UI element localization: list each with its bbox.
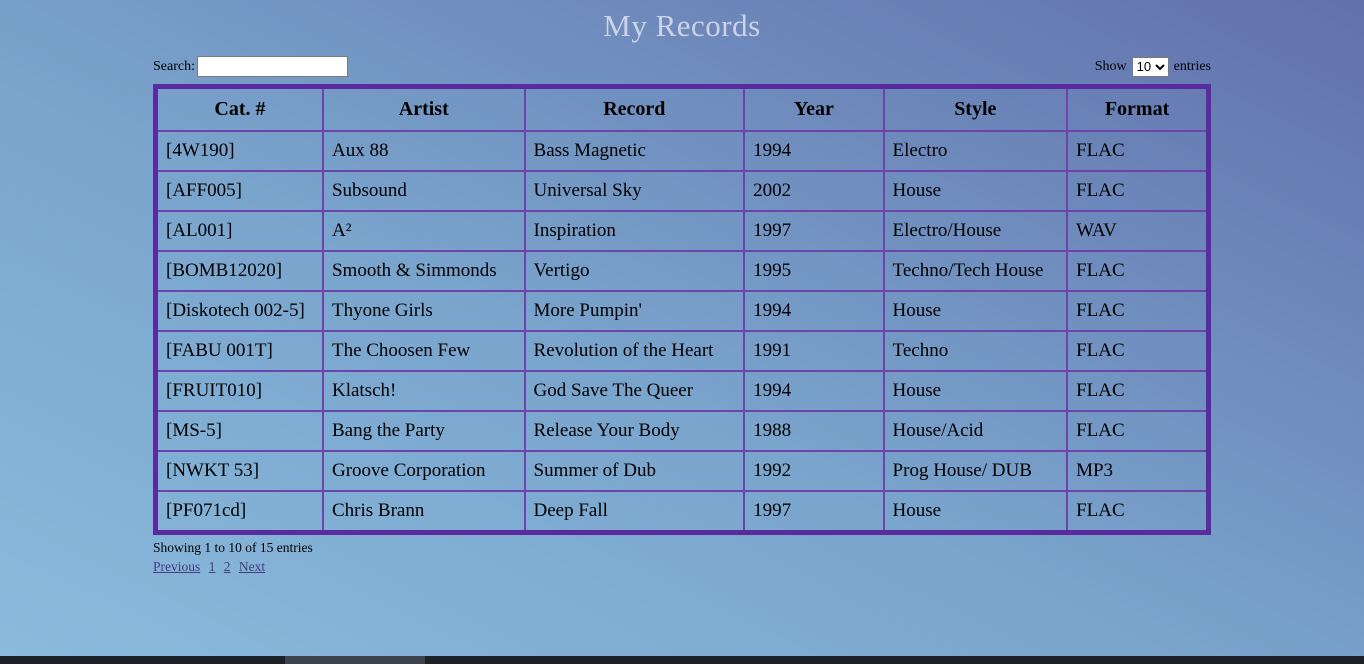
table-row: [FRUIT010] Klatsch! God Save The Queer 1… [154,370,1210,412]
cell-cat-number: [NWKT 53] [154,450,324,492]
cell-year: 1988 [743,410,885,452]
cell-cat-number: [AL001] [154,210,324,252]
table-row: [MS-5] Bang the Party Release Your Body … [154,410,1210,452]
cell-format: FLAC [1066,370,1210,412]
show-label: Show [1094,58,1127,74]
cell-artist: Chris Brann [321,490,526,534]
cell-cat-number: [FRUIT010] [154,370,324,412]
pagination-link[interactable]: Previous [153,559,201,574]
records-panel: Search: Show 10 entries Cat. # Artist [153,56,1211,575]
cell-cat-number: [BOMB12020] [154,250,324,292]
cell-cat-number: [PF071cd] [154,490,324,534]
search-label: Search: [153,58,195,74]
cell-cat-number: [FABU 001T] [154,330,324,372]
cell-record: Universal Sky [523,170,746,212]
cell-format: FLAC [1066,410,1210,452]
cell-style: House/Acid [882,410,1069,452]
page-title: My Records [603,8,761,43]
cell-style: House [882,370,1069,412]
cell-artist: Groove Corporation [321,450,526,492]
column-header[interactable]: Cat. # [154,85,324,132]
cell-cat-number: [4W190] [154,130,324,172]
cell-record: Inspiration [523,210,746,252]
table-row: [PF071cd] Chris Brann Deep Fall 1997 Hou… [154,490,1210,534]
cell-style: Prog House/ DUB [882,450,1069,492]
cell-style: House [882,490,1069,534]
cell-year: 1994 [743,290,885,332]
cell-record: Deep Fall [523,490,746,534]
cell-artist: A² [321,210,526,252]
cell-record: Vertigo [523,250,746,292]
table-info: Showing 1 to 10 of 15 entries [153,540,313,555]
column-header[interactable]: Style [882,85,1069,132]
cell-record: Summer of Dub [523,450,746,492]
cell-year: 1997 [743,210,885,252]
cell-record: God Save The Queer [523,370,746,412]
cell-cat-number: [AFF005] [154,170,324,212]
entries-label: entries [1173,58,1211,74]
table-controls: Search: Show 10 entries [153,56,1211,77]
cell-artist: Aux 88 [321,130,526,172]
cell-artist: Smooth & Simmonds [321,250,526,292]
pagination: Previous 1 2 Next [153,559,1211,575]
cell-artist: Subsound [321,170,526,212]
cell-year: 1994 [743,370,885,412]
cell-style: Electro/House [882,210,1069,252]
cell-year: 2002 [743,170,885,212]
cell-format: FLAC [1066,490,1210,534]
table-row: [AFF005] Subsound Universal Sky 2002 Hou… [154,170,1210,212]
table-row: [4W190] Aux 88 Bass Magnetic 1994 Electr… [154,130,1210,172]
cell-record: Bass Magnetic [523,130,746,172]
pagination-link[interactable]: Next [238,559,266,574]
taskbar-edge [0,656,1364,664]
column-header[interactable]: Record [523,85,746,132]
cell-format: MP3 [1066,450,1210,492]
cell-record: Revolution of the Heart [523,330,746,372]
table-row: [Diskotech 002-5] Thyone Girls More Pump… [154,290,1210,332]
cell-artist: Thyone Girls [321,290,526,332]
cell-style: Techno/Tech House [882,250,1069,292]
cell-format: FLAC [1066,130,1210,172]
table-row: [AL001] A² Inspiration 1997 Electro/Hous… [154,210,1210,252]
cell-style: House [882,170,1069,212]
cell-year: 1997 [743,490,885,534]
cell-artist: Klatsch! [321,370,526,412]
cell-cat-number: [MS-5] [154,410,324,452]
cell-year: 1994 [743,130,885,172]
cell-record: More Pumpin' [523,290,746,332]
page-length-control: Show 10 entries [1094,56,1211,77]
cell-format: WAV [1066,210,1210,252]
search-input[interactable] [196,56,348,77]
table-header-row: Cat. # Artist Record Year Style Format [154,85,1210,132]
table-row: [FABU 001T] The Choosen Few Revolution o… [154,330,1210,372]
cell-format: FLAC [1066,290,1210,332]
cell-format: FLAC [1066,170,1210,212]
cell-year: 1991 [743,330,885,372]
table-row: [NWKT 53] Groove Corporation Summer of D… [154,450,1210,492]
cell-record: Release Your Body [523,410,746,452]
cell-style: Electro [882,130,1069,172]
records-table: Cat. # Artist Record Year Style Format [… [153,84,1211,535]
cell-cat-number: [Diskotech 002-5] [154,290,324,332]
cell-style: Techno [882,330,1069,372]
taskbar-edge-segment [285,656,425,664]
cell-year: 1992 [743,450,885,492]
column-header[interactable]: Year [743,85,885,132]
cell-format: FLAC [1066,330,1210,372]
pagination-link[interactable]: 1 [208,559,216,574]
cell-year: 1995 [743,250,885,292]
column-header[interactable]: Format [1066,85,1210,132]
search-control: Search: [153,56,348,77]
cell-artist: The Choosen Few [321,330,526,372]
pagination-link[interactable]: 2 [223,559,231,574]
table-row: [BOMB12020] Smooth & Simmonds Vertigo 19… [154,250,1210,292]
column-header[interactable]: Artist [321,85,526,132]
cell-style: House [882,290,1069,332]
page-length-select[interactable]: 10 [1131,56,1169,77]
cell-format: FLAC [1066,250,1210,292]
cell-artist: Bang the Party [321,410,526,452]
